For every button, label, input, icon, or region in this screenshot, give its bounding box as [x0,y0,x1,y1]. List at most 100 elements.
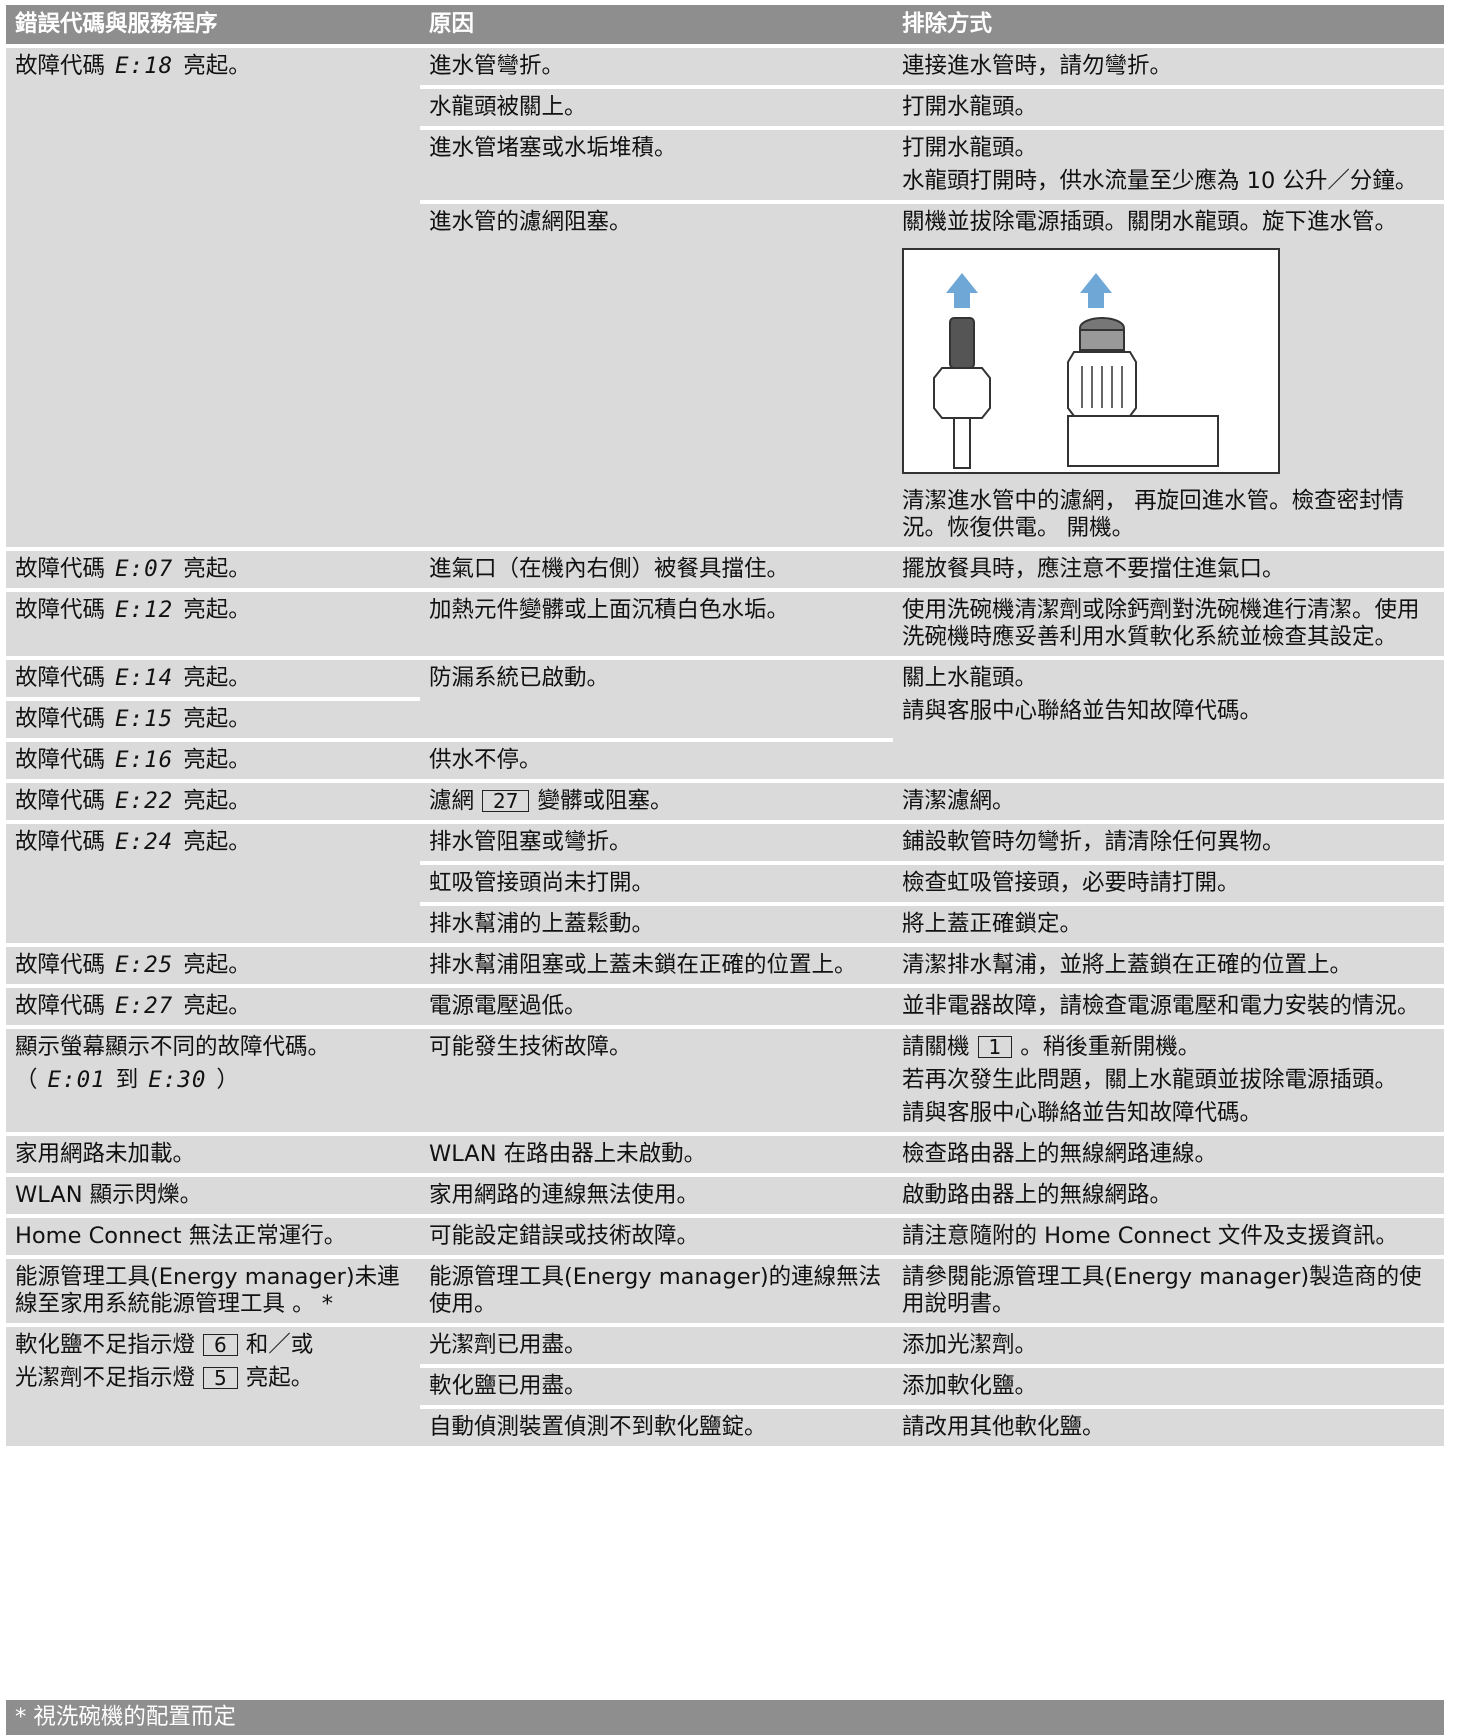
text: 家用網路的連線無法使用。 [429,1182,700,1208]
error-code: E:07 [115,556,174,582]
line: 請與客服中心聯絡並告知故障代碼。 [902,698,1435,725]
text: 光潔劑不足指示燈 [15,1365,196,1391]
line: 清潔進水管中的濾網， 再旋回進水管。檢查密封情況。恢復供電。 開機。 [902,488,1435,542]
text: 亮起。 [183,788,251,814]
remedy-cell: 使用洗碗機清潔劑或除鈣劑對洗碗機進行清潔。使用洗碗機時應妥善利用水質軟化系統並檢… [893,588,1444,658]
table-row: 水龍頭被關上。 打開水龍頭。 [6,85,1444,128]
table-row: Home Connect 無法正常運行。 可能設定錯誤或技術故障。 請注意隨附的 H… [6,1214,1444,1257]
table-row: 故障代碼 E:16 亮起。 供水不停。 [6,738,1444,781]
text: 排水管阻塞或彎折。 [429,829,632,855]
table-row: 進水管的濾網阻塞。 關機並拔除電源插頭。關閉水龍頭。旋下進水管。 清潔進水管中的濾… [6,200,1444,549]
remedy-cell: 請關機 1 。稍後重新開機。 若再次發生此問題，關上水龍頭並拔除電源插頭。 請與客服中心… [893,1025,1444,1134]
text: 使用洗碗機清潔劑或除鈣劑對洗碗機進行清潔。使用洗碗機時應妥善利用水質軟化系統並檢… [902,597,1420,650]
troubleshooting-table: 錯誤代碼與服務程序 原因 排除方式 故障代碼 E:18 亮起。 進水管彎折。 連接進水管… [6,5,1444,1446]
error-cell: 故障代碼 E:27 亮起。 [6,984,420,1027]
indicator-box: 5 [203,1367,238,1389]
text: 關機並拔除電源插頭。關閉水龍頭。旋下進水管。 [902,209,1398,235]
remedy-cell: 並非電器故障，請檢查電源電壓和電力安裝的情況。 [893,984,1444,1027]
text: 能源管理工具(Energy manager)未連線至家用系統能源管理工具 。 * [15,1264,400,1317]
error-code: E:01 [47,1067,106,1093]
text: 濾網 [429,788,475,814]
remedy-cell: 檢查虹吸管接頭，必要時請打開。 [893,861,1444,904]
text: 到 [115,1067,139,1093]
error-cell: 故障代碼 E:16 亮起。 [6,738,420,781]
text: 請關機 [902,1034,970,1060]
cause-cell: 進水管堵塞或水垢堆積。 [420,126,893,202]
error-code: E:18 [115,53,174,79]
line: 請關機 1 。稍後重新開機。 [902,1034,1435,1061]
indicator-box: 1 [977,1036,1013,1058]
text: 家用網路未加載。 [15,1141,196,1167]
text: 亮起。 [183,993,251,1019]
text: 打開水龍頭。 [902,94,1038,120]
remedy-cell: 擺放餐具時，應注意不要擋住進氣口。 [893,547,1444,590]
line: 請改用其他軟化鹽。 [902,1414,1435,1441]
text: 軟化鹽已用盡。 [429,1373,587,1399]
table-row: 故障代碼 E:24 亮起。 排水管阻塞或彎折。 鋪設軟管時勿彎折，請清除任何異物。 [6,820,1444,945]
error-code: E:22 [115,788,174,814]
header-cell: 排除方式 [893,5,1444,46]
remedy-cell: 關機並拔除電源插頭。關閉水龍頭。旋下進水管。 清潔進水管中的濾網， 再旋回進水管… [893,200,1444,549]
text: 變髒或阻塞。 [537,788,673,814]
table-row: 軟化鹽已用盡。 添加軟化鹽。 [6,1364,1444,1407]
text: 水龍頭被關上。 [429,94,587,120]
text: 故障代碼 [15,706,106,732]
text: WLAN 顯示閃爍。 [15,1182,203,1208]
cause-cell: 虹吸管接頭尚未打開。 [420,861,893,904]
indicator-box: 27 [482,790,530,812]
text: 啟動路由器上的無線網路。 [902,1182,1173,1208]
error-cell: 故障代碼 E:18 亮起。 [6,44,420,549]
remedy-cell: 鋪設軟管時勿彎折，請清除任何異物。 [893,820,1444,863]
error-code: E:12 [115,597,174,623]
table-row: 故障代碼 E:12 亮起。 加熱元件變髒或上面沉積白色水垢。 使用洗碗機清潔劑或除鈣劑對… [6,588,1444,658]
error-cell: Home Connect 無法正常運行。 [6,1214,420,1257]
text: 檢查路由器上的無線網路連線。 [902,1141,1218,1167]
text: 可能設定錯誤或技術故障。 [429,1223,700,1249]
text: 鋪設軟管時勿彎折，請清除任何異物。 [902,829,1285,855]
error-cell: 故障代碼 E:24 亮起。 [6,820,420,945]
error-cell: 故障代碼 E:15 亮起。 [6,697,420,740]
line: 請注意隨附的 Home Connect 文件及支援資訊。 [902,1223,1435,1250]
table-row: 故障代碼 E:07 亮起。 進氣口（在機內右側）被餐具擋住。 擺放餐具時，應注意不要擋住… [6,547,1444,590]
line: 連接進水管時，請勿彎折。 [902,53,1435,80]
line: 添加光潔劑。 [902,1332,1435,1359]
text: 故障代碼 [15,993,106,1019]
line: 打開水龍頭。 [902,94,1435,121]
table-row: WLAN 顯示閃爍。 家用網路的連線無法使用。 啟動路由器上的無線網路。 [6,1173,1444,1216]
table-row: 自動偵測裝置偵測不到軟化鹽錠。 請改用其他軟化鹽。 [6,1405,1444,1446]
text: 亮起。 [183,747,251,773]
line: 關機並拔除電源插頭。關閉水龍頭。旋下進水管。 [902,209,1435,236]
table-row: 故障代碼 E:14 亮起。 防漏系統已啟動。 關上水龍頭。 請與客服中心聯絡並告知故障代碼… [6,656,1444,781]
line: 水龍頭打開時，供水流量至少應為 10 公升／分鐘。 [902,168,1435,195]
text: 軟化鹽不足指示燈 [15,1332,196,1358]
remedy-cell: 清潔濾網。 [893,779,1444,822]
line: 將上蓋正確鎖定。 [902,911,1435,938]
error-cell: 軟化鹽不足指示燈 6 和／或 光潔劑不足指示燈 5 亮起。 [6,1323,420,1446]
text: 加熱元件變髒或上面沉積白色水垢。 [429,597,790,623]
error-cell: 故障代碼 E:07 亮起。 [6,547,420,590]
line: 打開水龍頭。 [902,135,1435,162]
error-code: E:14 [115,665,174,691]
text: 故障代碼 [15,556,106,582]
text: 檢查虹吸管接頭，必要時請打開。 [902,870,1240,896]
text: 能源管理工具(Energy manager)的連線無法使用。 [429,1264,882,1317]
error-code: E:25 [115,952,174,978]
remedy-cell: 清潔排水幫浦，並將上蓋鎖在正確的位置上。 [893,943,1444,986]
line: （ E:01 到 E:30 ） [15,1067,411,1094]
table-body: 故障代碼 E:18 亮起。 進水管彎折。 連接進水管時，請勿彎折。 水龍頭被關上。 打開水龍… [6,44,1444,1446]
error-cell: 家用網路未加載。 [6,1132,420,1175]
text: 亮起。 [183,952,251,978]
cause-cell: 防漏系統已啟動。 [420,656,893,740]
text: 亮起。 [183,665,251,691]
cause-cell: 排水幫浦阻塞或上蓋未鎖在正確的位置上。 [420,943,893,986]
cause-cell: 自動偵測裝置偵測不到軟化鹽錠。 [420,1405,893,1446]
text: 排水幫浦的上蓋鬆動。 [429,911,655,937]
error-cell: 故障代碼 E:25 亮起。 [6,943,420,986]
line: 請與客服中心聯絡並告知故障代碼。 [902,1100,1435,1127]
table-row: 故障代碼 E:27 亮起。 電源電壓過低。 並非電器故障，請檢查電源電壓和電力安裝的情況… [6,984,1444,1027]
text: （ [15,1067,38,1093]
line: 請參閱能源管理工具(Energy manager)製造商的使用說明書。 [902,1264,1435,1318]
header-cell: 錯誤代碼與服務程序 [6,5,420,46]
text: 擺放餐具時，應注意不要擋住進氣口。 [902,556,1285,582]
